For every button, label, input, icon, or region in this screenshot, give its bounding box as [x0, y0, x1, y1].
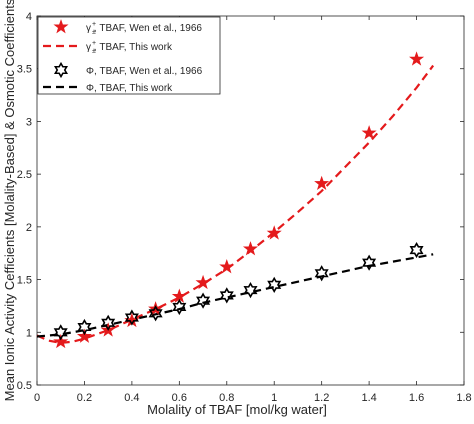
series-layer [36, 51, 435, 349]
axis-ticks: 0 0.2 0.4 0.6 0.8 1 1.2 1.4 1.6 1.8 0.5 1 1.5 2 2.5 3 3.… [17, 11, 472, 404]
y-tick-label: 4 [26, 11, 32, 23]
data-point [362, 254, 377, 271]
legend-label: Φ, TBAF, Wen et al., 1966 [86, 66, 203, 77]
x-axis-label: Molality of TBAF [mol/kg water] [147, 402, 327, 417]
x-tick-label: 0.2 [77, 392, 92, 404]
data-point [409, 51, 425, 66]
data-point [267, 276, 282, 293]
legend-label: γ , TBAF, This work [86, 42, 173, 53]
legend-label: γ , TBAF, Wen et al., 1966 [86, 23, 202, 34]
x-tick-label: 1 [271, 392, 277, 404]
x-tick-label: 1.2 [314, 392, 329, 404]
legend-marker [53, 61, 69, 79]
x-tick-label: 1.4 [361, 392, 376, 404]
y-tick-label: 0.5 [17, 380, 32, 392]
data-point [409, 241, 424, 259]
y-tick-label: 2 [26, 222, 32, 234]
data-point [195, 274, 211, 290]
data-point [148, 305, 163, 322]
x-tick-label: 0.6 [172, 392, 187, 404]
x-tick-label: 1.6 [409, 392, 424, 404]
data-point [314, 265, 329, 282]
data-point [101, 314, 116, 331]
data-point [219, 287, 234, 304]
y-axis-label: Mean Ionic Activity Cefficients [Molalit… [2, 0, 17, 401]
y-tick-label: 1 [26, 327, 32, 339]
data-point [53, 333, 69, 349]
data-point [124, 309, 139, 326]
legend-box [37, 16, 221, 95]
legend-label-superscript: + [92, 40, 96, 47]
legend-label-subscript: ± [92, 48, 96, 55]
data-point [266, 225, 282, 240]
legend-label-subscript: ± [92, 29, 96, 36]
legend: γ , TBAF, Wen et al., 1966+±γ , TBAF, Th… [37, 16, 221, 95]
y-tick-label: 2.5 [17, 169, 32, 181]
data-point [53, 324, 68, 341]
series-line [36, 64, 435, 344]
data-point [314, 175, 330, 191]
x-tick-label: 0.8 [219, 392, 234, 404]
data-point [242, 241, 259, 256]
legend-marker [53, 19, 69, 34]
legend-label: Φ, TBAF, This work [86, 83, 173, 94]
x-tick-label: 0 [34, 392, 40, 404]
y-tick-label: 3 [26, 116, 32, 128]
data-point [196, 292, 211, 309]
x-tick-label: 1.8 [456, 392, 471, 404]
y-tick-label: 3.5 [17, 64, 32, 76]
data-point [77, 318, 92, 336]
data-point [219, 259, 235, 274]
x-tick-label: 0.4 [124, 392, 139, 404]
data-point [76, 328, 92, 343]
legend-label-superscript: + [92, 21, 96, 28]
y-tick-label: 1.5 [17, 275, 32, 287]
data-point [243, 282, 258, 299]
data-point [361, 125, 377, 140]
data-point [172, 298, 187, 316]
data-point [148, 301, 164, 316]
